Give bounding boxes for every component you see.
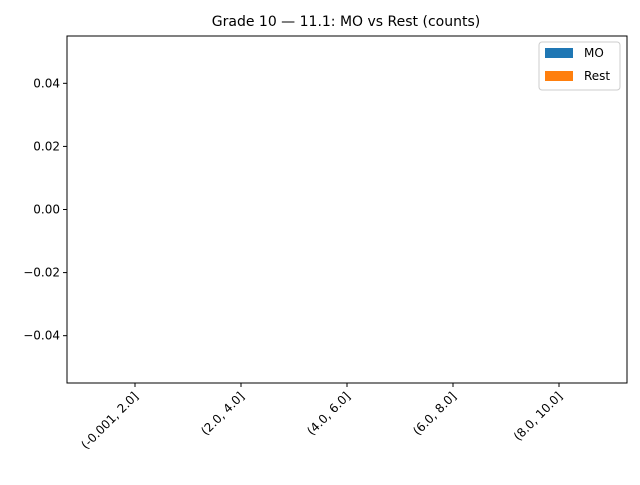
legend-label-mo: MO	[584, 46, 604, 60]
chart-title: Grade 10 — 11.1: MO vs Rest (counts)	[212, 14, 480, 30]
legend: MO Rest	[538, 41, 621, 91]
y-axis: −0.04 −0.02 0.00 0.02 0.04	[23, 76, 67, 343]
legend-label-rest: Rest	[584, 69, 610, 83]
y-tick-label: 0.02	[33, 139, 60, 153]
legend-swatch-rest	[545, 71, 573, 81]
legend-swatch-mo	[545, 48, 573, 58]
y-tick-label: 0.00	[33, 203, 60, 217]
y-tick-label: 0.04	[33, 76, 60, 90]
y-tick-label: −0.04	[23, 329, 60, 343]
y-tick-label: −0.02	[23, 266, 60, 280]
